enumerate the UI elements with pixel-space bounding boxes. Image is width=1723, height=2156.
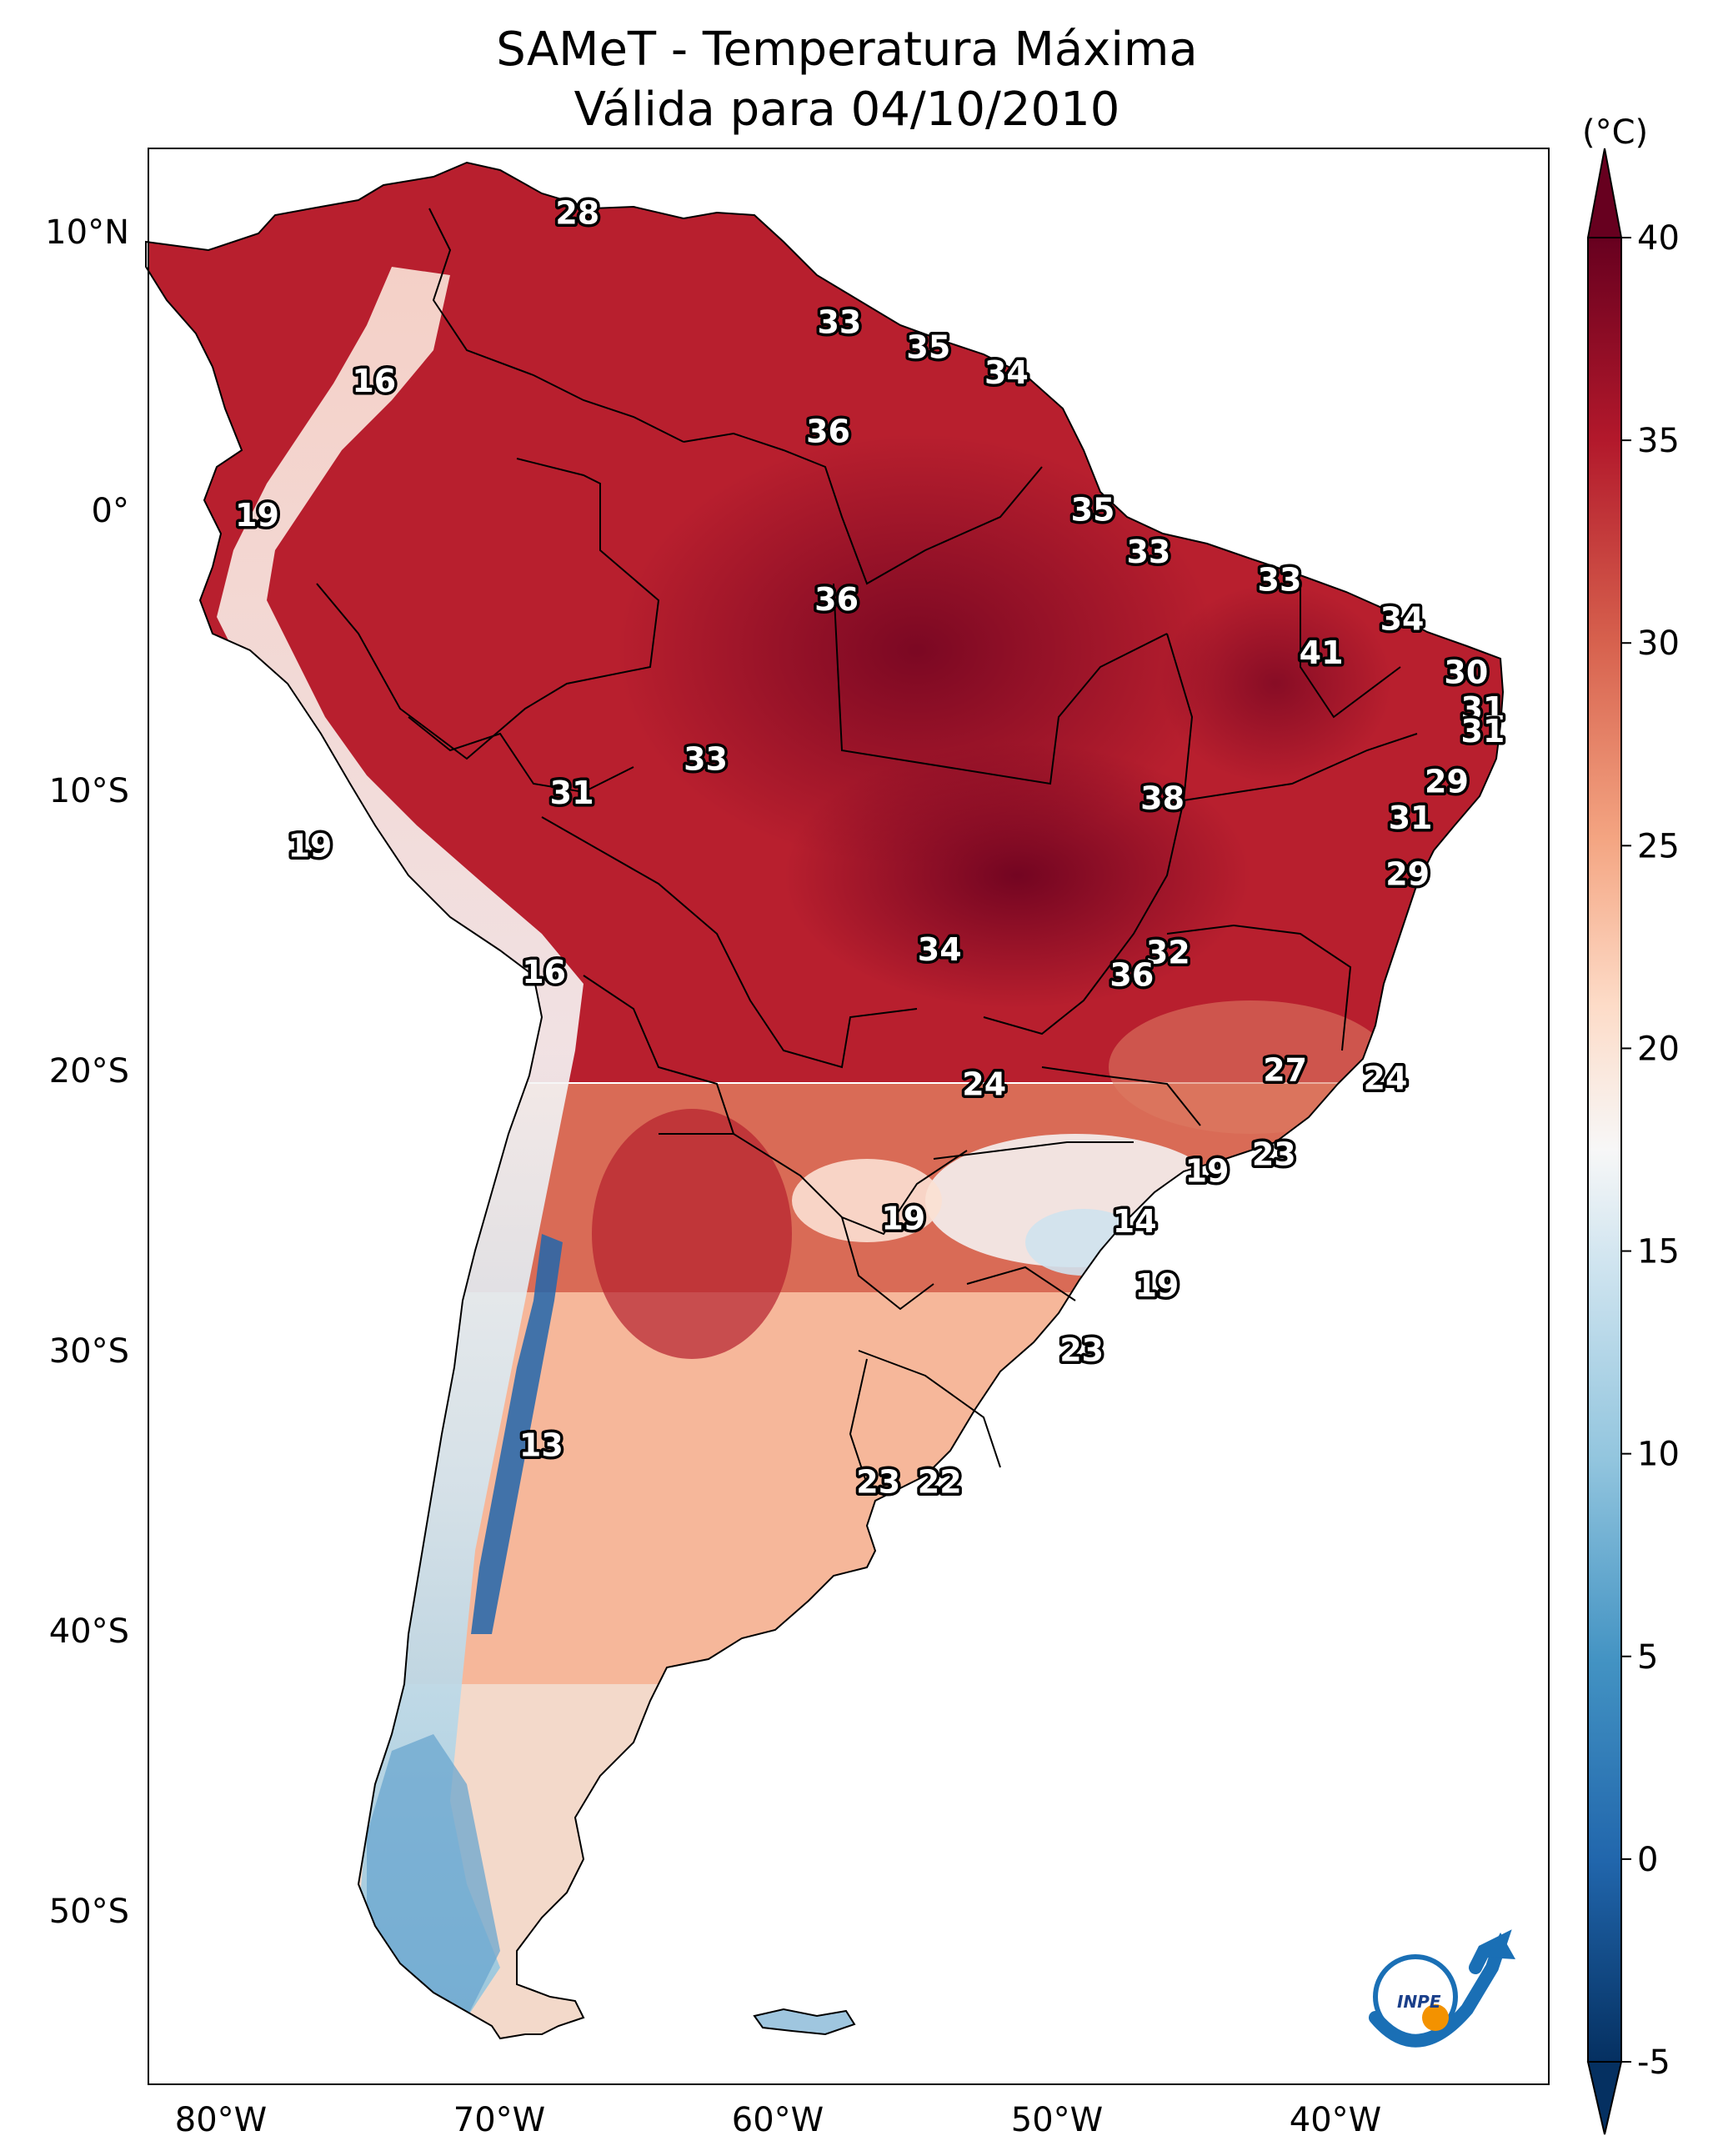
station-label: 31 <box>1389 800 1433 836</box>
inpe-logo: INPE <box>1369 1929 1515 2048</box>
colorbar-tick-label: 35 <box>1637 422 1680 460</box>
colorbar-tick-label: 40 <box>1637 219 1680 258</box>
hot-core-center <box>784 742 1250 1009</box>
station-label: 35 <box>1071 492 1115 529</box>
warm-chaco <box>592 1109 792 1359</box>
lat-tick-30s: 30°S <box>49 1332 129 1371</box>
station-label: 14 <box>1113 1203 1157 1240</box>
station-label: 41 <box>1300 634 1344 671</box>
colorbar-unit: (°C) <box>1582 113 1648 152</box>
colorbar-tick-label: 30 <box>1637 624 1680 663</box>
lon-axis: 80°W 70°W 60°W 50°W 40°W <box>175 2101 1381 2139</box>
lat-tick-10n: 10°N <box>45 213 129 252</box>
lon-tick-50w: 50°W <box>1011 2101 1103 2139</box>
lon-tick-60w: 60°W <box>732 2101 824 2139</box>
station-label: 34 <box>1380 601 1425 638</box>
station-label: 31 <box>1460 690 1505 727</box>
station-label: 23 <box>1059 1332 1104 1369</box>
station-label: 16 <box>522 954 566 990</box>
station-label: 38 <box>1140 780 1185 817</box>
station-label: 29 <box>1425 763 1469 800</box>
station-label: 33 <box>1258 562 1302 599</box>
colorbar-tick-label: 25 <box>1637 827 1680 865</box>
logo-arc <box>1369 1929 1512 2048</box>
station-label: 30 <box>1444 654 1488 690</box>
lat-tick-20s: 20°S <box>49 1052 129 1091</box>
station-label: 22 <box>918 1463 962 1500</box>
station-label: 36 <box>814 581 859 618</box>
logo-text: INPE <box>1397 1992 1441 2012</box>
lat-tick-10s: 10°S <box>49 772 129 810</box>
station-label: 19 <box>1134 1267 1179 1304</box>
station-label: 33 <box>1126 534 1170 570</box>
station-label: 24 <box>1364 1060 1408 1097</box>
station-label: 19 <box>235 497 279 534</box>
colorbar-tick-label: 10 <box>1637 1436 1680 1474</box>
lat-tick-50s: 50°S <box>49 1893 129 1931</box>
station-label: 19 <box>288 828 332 865</box>
station-label: 34 <box>918 931 962 968</box>
station-label: 19 <box>1185 1152 1230 1189</box>
colorbar-top-extend <box>1586 148 1623 238</box>
station-label: 33 <box>817 303 861 340</box>
colorbar-bottom-extend <box>1586 2061 1623 2135</box>
falkland-islands <box>753 2008 856 2036</box>
station-label: 31 <box>550 775 594 811</box>
map-frame <box>148 148 1550 2085</box>
pale-paraguay <box>792 1159 942 1242</box>
country-borders <box>316 208 1418 1485</box>
station-label: 33 <box>684 741 728 778</box>
lat-axis: 10°N 0° 10°S 20°S 30°S 40°S 50°S <box>45 213 129 1931</box>
station-label: 34 <box>984 354 1029 391</box>
colorbar: (°C) 40 35 30 25 20 15 10 5 0 -5 <box>1582 113 1680 2135</box>
colorbar-body <box>1587 237 1622 2063</box>
station-label: 36 <box>806 413 850 449</box>
colorbar-tick-label: 15 <box>1637 1233 1680 1271</box>
hot-core-northeast <box>1159 584 1392 784</box>
station-label: 23 <box>1252 1136 1296 1172</box>
logo-dot <box>1422 2004 1449 2031</box>
station-label: 24 <box>962 1065 1006 1102</box>
station-label: 36 <box>1109 956 1154 993</box>
colorbar-tick-label: 0 <box>1637 1841 1658 1879</box>
colorbar-tick-label: 5 <box>1637 1638 1658 1677</box>
station-label: 16 <box>352 363 396 399</box>
station-label: 23 <box>856 1463 900 1500</box>
station-label: 31 <box>1460 713 1505 750</box>
lat-tick-40s: 40°S <box>49 1612 129 1651</box>
colorbar-ticks: 40 35 30 25 20 15 10 5 0 -5 <box>1621 219 1680 2082</box>
lon-tick-40w: 40°W <box>1290 2101 1381 2139</box>
title-line-1: SAMeT - Temperatura Máxima <box>496 23 1198 77</box>
logo-arrow <box>1487 1933 1515 1959</box>
colorbar-tick-label: 20 <box>1637 1030 1680 1068</box>
colorbar-tick-label: -5 <box>1637 2043 1670 2082</box>
station-label: 28 <box>555 194 599 231</box>
andes-band <box>217 267 584 2018</box>
patagonia-cold <box>367 1734 500 2018</box>
station-label: 19 <box>881 1201 925 1237</box>
lat-tick-0: 0° <box>92 492 129 530</box>
station-label: 35 <box>906 329 950 366</box>
lon-tick-80w: 80°W <box>175 2101 267 2139</box>
station-label: 13 <box>519 1427 563 1464</box>
station-label: 29 <box>1385 855 1430 892</box>
station-label: 32 <box>1146 934 1190 970</box>
title-line-2: Válida para 04/10/2010 <box>574 83 1120 137</box>
station-label: 27 <box>1263 1052 1307 1089</box>
andes-cold-core <box>471 1234 563 1634</box>
lon-tick-70w: 70°W <box>453 2101 545 2139</box>
